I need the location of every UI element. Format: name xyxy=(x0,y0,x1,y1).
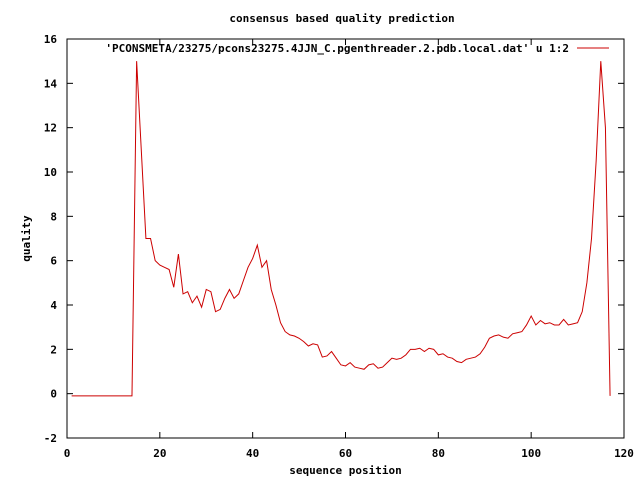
y-tick-label: 8 xyxy=(50,210,57,223)
x-tick-label: 120 xyxy=(614,447,634,460)
legend-entry-label: 'PCONSMETA/23275/pcons23275.4JJN_C.pgent… xyxy=(105,42,569,55)
x-tick-label: 40 xyxy=(246,447,259,460)
x-axis: 0 20 40 60 80 100 120 xyxy=(64,39,634,460)
chart-title: consensus based quality prediction xyxy=(229,12,454,25)
y-tick-label: 4 xyxy=(50,299,57,312)
x-tick-label: 0 xyxy=(64,447,71,460)
y-tick-label: 12 xyxy=(44,122,57,135)
series-line-0 xyxy=(71,61,611,397)
y-tick-label: -2 xyxy=(44,432,57,445)
x-tick-label: 80 xyxy=(432,447,445,460)
x-axis-label: sequence position xyxy=(289,464,402,477)
x-tick-label: 100 xyxy=(521,447,541,460)
y-tick-label: 2 xyxy=(50,343,57,356)
x-tick-label: 20 xyxy=(153,447,166,460)
y-tick-label: 16 xyxy=(44,33,58,46)
legend: 'PCONSMETA/23275/pcons23275.4JJN_C.pgent… xyxy=(105,42,609,55)
y-tick-label: 6 xyxy=(50,255,57,268)
x-tick-label: 60 xyxy=(339,447,352,460)
y-tick-label: 14 xyxy=(44,77,58,90)
series-layer xyxy=(71,61,611,397)
y-tick-label: 10 xyxy=(44,166,57,179)
y-axis: -2 0 2 4 6 8 10 12 14 16 xyxy=(44,33,624,445)
y-axis-label: quality xyxy=(20,215,33,262)
y-tick-label: 0 xyxy=(50,388,57,401)
